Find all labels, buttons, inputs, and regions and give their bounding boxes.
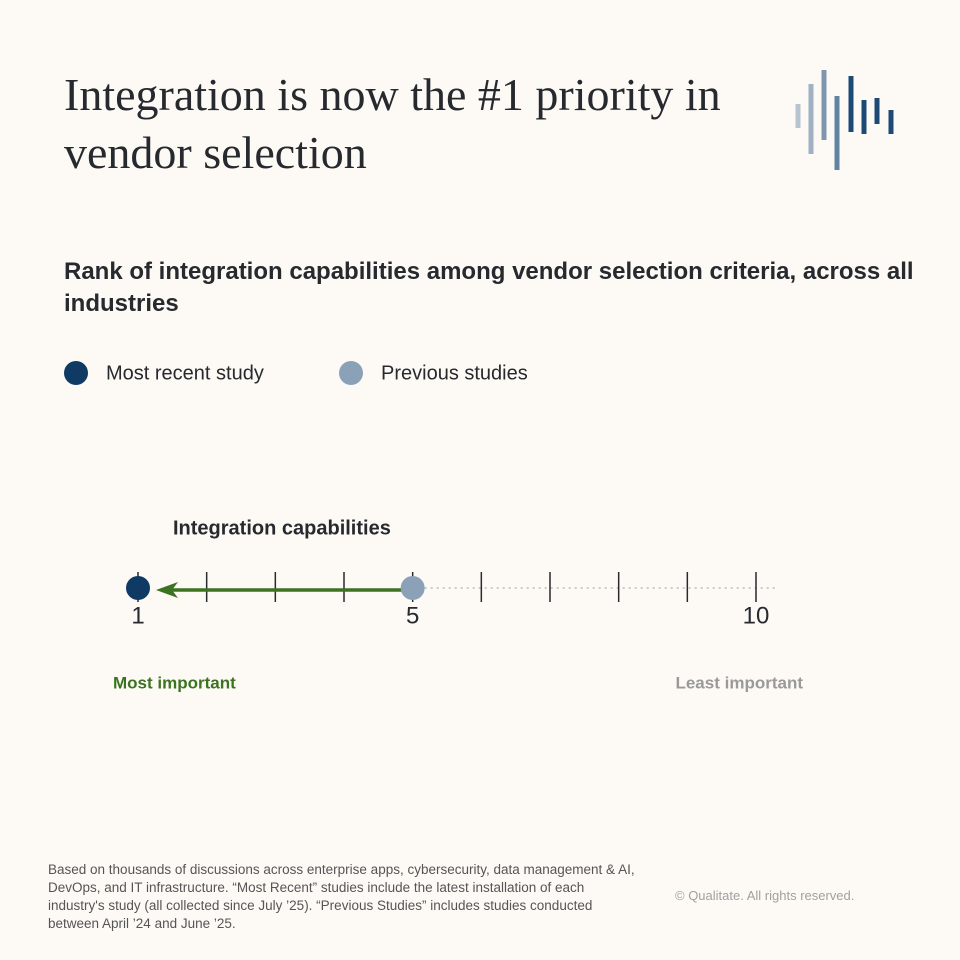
legend-label: Most recent study bbox=[106, 362, 264, 384]
chart: Most recent study Previous studies Integra… bbox=[64, 70, 894, 692]
legend-label: Previous studies bbox=[381, 362, 528, 384]
annotation: Most important bbox=[113, 673, 236, 692]
arrow-head bbox=[156, 582, 178, 598]
chart-title: Integration is now the #1 priority in ve… bbox=[64, 69, 721, 178]
category-label: Integration capabilities bbox=[173, 517, 391, 539]
rank-dot bbox=[126, 576, 150, 600]
x-tick-label: 5 bbox=[406, 602, 419, 629]
x-tick-label: 1 bbox=[131, 602, 144, 629]
chart-subtitle: Rank of integration capabilities among v… bbox=[64, 258, 914, 317]
rank-dot bbox=[400, 576, 425, 600]
footnote: Based on thousands of discussions across… bbox=[48, 862, 635, 931]
legend-marker bbox=[64, 361, 88, 385]
copyright: © Qualitate. All rights reserved. bbox=[675, 888, 855, 903]
x-tick-label: 10 bbox=[743, 602, 770, 629]
legend-marker bbox=[339, 361, 363, 385]
logo bbox=[795, 70, 894, 170]
annotation: Least important bbox=[675, 673, 803, 692]
